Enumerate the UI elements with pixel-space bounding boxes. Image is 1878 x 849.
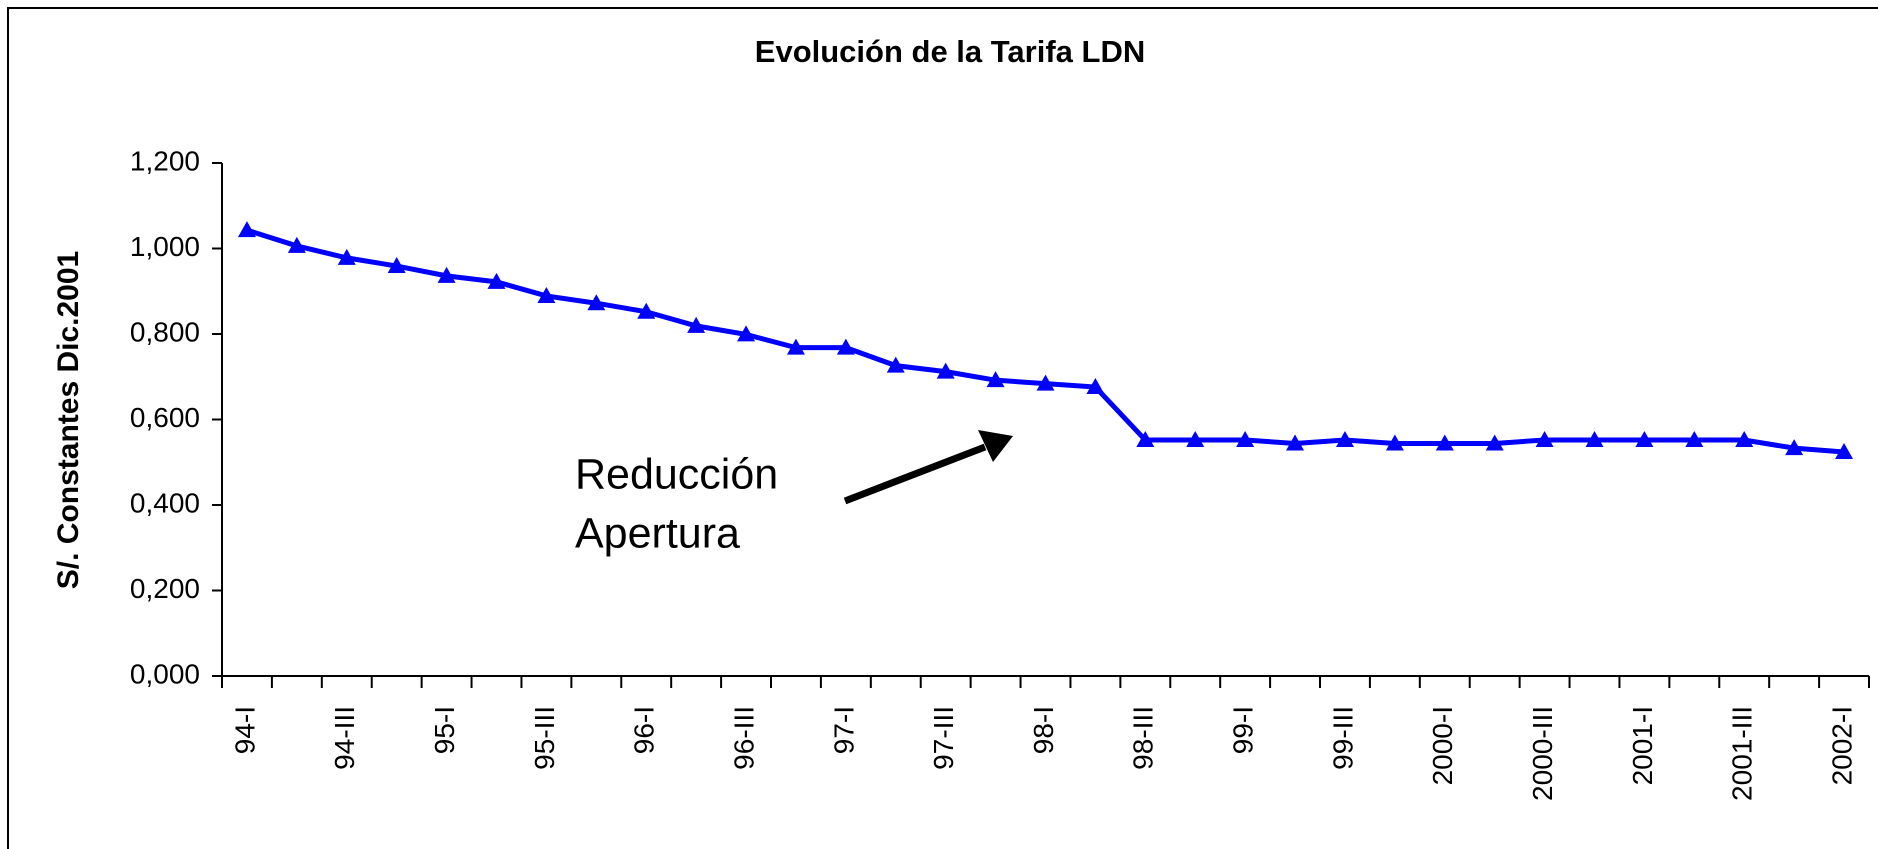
marker <box>387 257 406 274</box>
marker <box>1435 434 1454 451</box>
frame <box>7 7 1878 849</box>
x-tick-label: 2001-I <box>1627 706 1658 785</box>
x-tick-label: 97-III <box>928 706 959 770</box>
marker <box>437 266 456 283</box>
y-tick-label: 0,200 <box>130 573 200 604</box>
marker <box>1585 431 1604 448</box>
x-tick-label: 97-I <box>828 706 859 754</box>
x-tick-label: 2000-III <box>1527 706 1558 801</box>
annotation: Reducción <box>575 450 778 498</box>
x-tick-label: 95-III <box>529 706 560 770</box>
marker <box>786 338 805 355</box>
x-tick-label: 2001-III <box>1727 706 1758 801</box>
x-tick-label: 2002-I <box>1826 706 1857 785</box>
marker <box>1335 431 1354 448</box>
marker <box>1385 434 1404 451</box>
y-tick-label: 0,000 <box>130 658 200 689</box>
x-tick-label: 99-III <box>1327 706 1358 770</box>
marker <box>1136 431 1155 448</box>
y-tick-label: 0,600 <box>130 402 200 433</box>
marker <box>737 325 756 342</box>
marker <box>237 221 256 238</box>
y-tick-label: 1,200 <box>130 145 200 176</box>
x-tick-label: 99-I <box>1228 706 1259 754</box>
y-tick-label: 1,000 <box>130 231 200 262</box>
arrow <box>843 443 987 505</box>
marker <box>287 236 306 253</box>
marker <box>337 248 356 265</box>
x-tick-label: 98-III <box>1128 706 1159 770</box>
marker <box>1086 378 1105 395</box>
marker <box>1735 431 1754 448</box>
x-tick-label: 95-I <box>429 706 460 754</box>
marker <box>1835 442 1854 459</box>
x-tick-label: 96-I <box>629 706 660 754</box>
marker <box>936 362 955 379</box>
marker <box>587 294 606 311</box>
marker <box>986 371 1005 388</box>
x-tick-label: 2000-I <box>1427 706 1458 785</box>
x-tick-label: 94-III <box>329 706 360 770</box>
y-tick-label: 0,400 <box>130 487 200 518</box>
y-axis-label: S/. Constantes Dic.2001 <box>52 251 85 589</box>
marker <box>487 272 506 289</box>
marker <box>1685 431 1704 448</box>
x-tick-label: 94-I <box>229 706 260 754</box>
x-tick-label: 98-I <box>1028 706 1059 754</box>
annotation: Apertura <box>575 509 740 557</box>
arrow-head <box>978 430 1013 462</box>
marker <box>1036 374 1055 391</box>
x-tick-label: 96-III <box>728 706 759 770</box>
marker <box>537 286 556 303</box>
marker <box>1785 439 1804 456</box>
marker <box>1635 431 1654 448</box>
marker <box>1535 431 1554 448</box>
marker <box>836 338 855 355</box>
marker <box>687 316 706 333</box>
marker <box>886 356 905 373</box>
marker <box>1286 434 1305 451</box>
marker <box>637 302 656 319</box>
marker <box>1186 431 1205 448</box>
chart-title: Evolución de la Tarifa LDN <box>755 34 1145 69</box>
y-tick-label: 0,800 <box>130 316 200 347</box>
marker <box>1485 434 1504 451</box>
marker <box>1236 431 1255 448</box>
